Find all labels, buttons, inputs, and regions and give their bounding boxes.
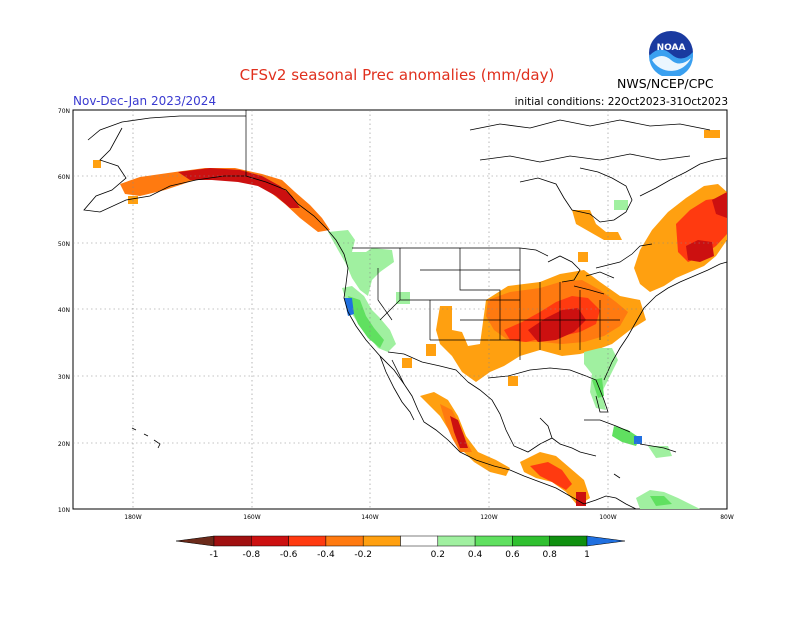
legend-tick-label: -0.4 — [317, 550, 335, 560]
legend-arrow-high — [586, 535, 626, 547]
lat-lon-grid — [73, 110, 727, 509]
longitude-labels: 180W 160W 140W 120W 100W 80W — [124, 514, 734, 521]
legend-tick-label: -0.2 — [354, 550, 372, 560]
agency-label: NWS/NCEP/CPC — [617, 76, 714, 91]
logo-text: NOAA — [657, 43, 686, 53]
legend-swatch — [325, 535, 364, 547]
lat-label: 40N — [58, 307, 70, 314]
legend-swatch — [437, 535, 476, 547]
legend-colorbar: -1 -0.8 -0.6 -0.4 -0.2 0.2 0.4 0.6 0.8 1 — [175, 535, 626, 560]
lon-label: 80W — [720, 514, 734, 521]
legend-swatch — [251, 535, 289, 547]
lon-label: 160W — [243, 514, 260, 521]
initial-conditions: initial conditions: 22Oct2023-31Oct2023 — [514, 96, 728, 108]
map-title: CFSv2 seasonal Prec anomalies (mm/day) — [239, 66, 555, 84]
lon-label: 100W — [599, 514, 616, 521]
coastlines — [83, 115, 728, 510]
lat-label: 30N — [58, 374, 70, 381]
noaa-logo-icon: NOAA — [649, 31, 693, 76]
legend-tick-label: -0.8 — [243, 550, 261, 560]
lon-label: 180W — [124, 514, 141, 521]
lat-label: 20N — [58, 441, 70, 448]
lon-label: 140W — [361, 514, 378, 521]
legend-swatch — [288, 535, 327, 547]
borders — [245, 110, 653, 383]
legend-tick-label: 0.2 — [431, 550, 445, 560]
legend-swatch — [362, 535, 401, 547]
legend-tick-label: 0.6 — [505, 550, 520, 560]
legend-arrow-low — [175, 535, 215, 547]
legend-tick-label: 0.8 — [543, 550, 558, 560]
lon-label: 120W — [480, 514, 497, 521]
legend-swatch — [549, 535, 588, 547]
legend-tick-label: 0.4 — [468, 550, 483, 560]
lat-label: 10N — [58, 507, 70, 514]
legend-swatch — [400, 535, 439, 547]
lat-label: 50N — [58, 241, 70, 248]
latitude-labels: 70N 60N 50N 40N 30N 20N 10N — [58, 108, 70, 514]
legend-swatch — [512, 535, 550, 547]
legend-tick-label: 1 — [584, 550, 590, 560]
legend-tick-label: -0.6 — [280, 550, 298, 560]
forecast-period: Nov-Dec-Jan 2023/2024 — [73, 94, 217, 108]
legend-tick-label: -1 — [210, 550, 219, 560]
lat-label: 60N — [58, 174, 70, 181]
legend-swatch — [474, 535, 513, 547]
lat-label: 70N — [58, 108, 70, 115]
legend-swatch — [213, 535, 252, 547]
